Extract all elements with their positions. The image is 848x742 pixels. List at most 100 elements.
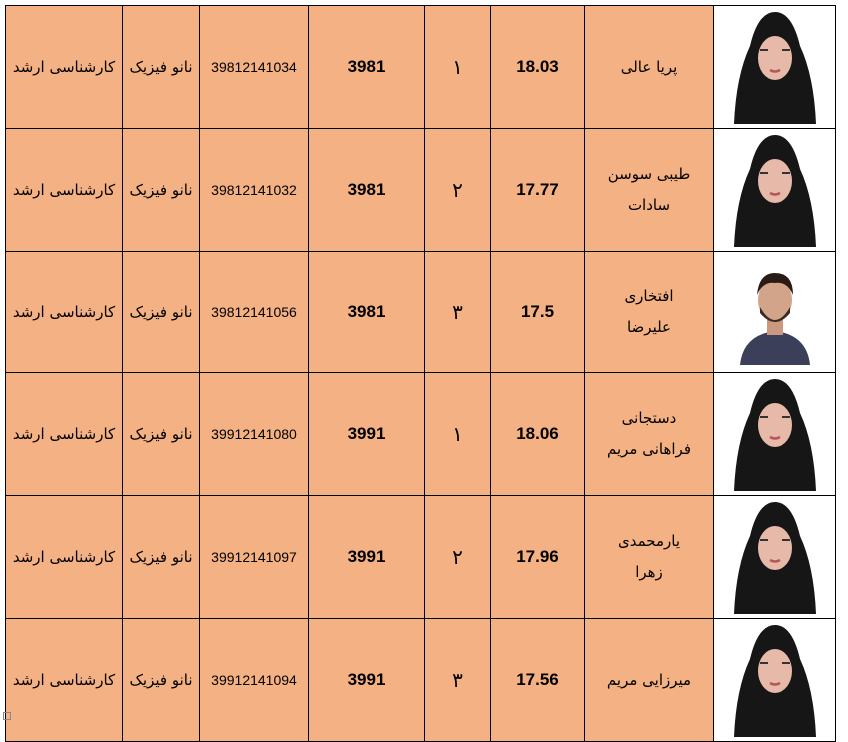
student-id-cell: 39912141080 — [199, 372, 309, 496]
student-id: 39912141080 — [211, 426, 297, 442]
degree: کارشناسی ارشد — [12, 302, 116, 321]
entry-year-cell: 3991 — [308, 618, 425, 742]
rank-cell: ۱ — [424, 5, 491, 129]
rank: ۱ — [452, 55, 463, 79]
student-id: 39812141034 — [211, 59, 297, 75]
student-id: 39812141056 — [211, 304, 297, 320]
student-id: 39812141032 — [211, 182, 297, 198]
score: 18.03 — [516, 57, 559, 76]
student-id: 39912141094 — [211, 672, 297, 688]
score: 17.96 — [516, 547, 559, 566]
entry-year: 3981 — [347, 57, 386, 76]
photo-cell — [713, 495, 836, 619]
table-row: کارشناسی ارشد نانو فیزیک 39912141080 3991 ۱ 1… — [5, 372, 836, 496]
student-name: یارمحمدی زهرا — [618, 532, 680, 581]
field-cell: نانو فیزیک — [122, 372, 200, 496]
entry-year-cell: 3991 — [308, 372, 425, 496]
student-name: طیبی سوسن سادات — [607, 165, 691, 214]
score-cell: 17.96 — [490, 495, 585, 619]
degree: کارشناسی ارشد — [12, 547, 116, 566]
degree: کارشناسی ارشد — [12, 180, 116, 199]
paragraph-mark — [3, 712, 11, 720]
entry-year: 3991 — [347, 670, 386, 689]
student-name: دستجانی فراهانی مریم — [606, 409, 691, 458]
field: نانو فیزیک — [129, 547, 193, 566]
student-id-cell: 39812141034 — [199, 5, 309, 129]
entry-year: 3981 — [347, 180, 386, 199]
rank-cell: ۲ — [424, 495, 491, 619]
name-cell: میرزایی مریم — [584, 618, 714, 742]
photo-cell — [713, 128, 836, 252]
student-id-cell: 39812141032 — [199, 128, 309, 252]
table-row: کارشناسی ارشد نانو فیزیک 39912141094 3991 ۳ 1… — [5, 618, 836, 742]
score-cell: 17.77 — [490, 128, 585, 252]
degree-cell: کارشناسی ارشد — [5, 128, 123, 252]
student-name: پریا عالی — [620, 57, 678, 76]
rank-cell: ۳ — [424, 618, 491, 742]
score: 17.5 — [520, 302, 555, 321]
entry-year-cell: 3981 — [308, 5, 425, 129]
degree: کارشناسی ارشد — [12, 670, 116, 689]
student-name: میرزایی مریم — [606, 670, 692, 689]
student-id-cell: 39912141097 — [199, 495, 309, 619]
name-cell: پریا عالی — [584, 5, 714, 129]
female-portrait-photo — [729, 129, 820, 251]
entry-year: 3991 — [347, 424, 386, 443]
degree: کارشناسی ارشد — [12, 424, 116, 443]
rank: ۱ — [452, 422, 463, 446]
name-cell: طیبی سوسن سادات — [584, 128, 714, 252]
entry-year-cell: 3981 — [308, 251, 425, 373]
score: 17.56 — [516, 670, 559, 689]
rank: ۲ — [452, 178, 463, 202]
rank: ۲ — [452, 545, 463, 569]
name-cell: یارمحمدی زهرا — [584, 495, 714, 619]
entry-year: 3981 — [347, 302, 386, 321]
table-row: کارشناسی ارشد نانو فیزیک 39812141032 3981 ۲ 1… — [5, 128, 836, 252]
degree-cell: کارشناسی ارشد — [5, 5, 123, 129]
entry-year-cell: 3991 — [308, 495, 425, 619]
photo-cell — [713, 5, 836, 129]
degree-cell: کارشناسی ارشد — [5, 251, 123, 373]
field: نانو فیزیک — [129, 670, 193, 689]
table-row: کارشناسی ارشد نانو فیزیک 39812141034 3981 ۱ 1… — [5, 5, 836, 129]
entry-year-cell: 3981 — [308, 128, 425, 252]
top-students-table: کارشناسی ارشد نانو فیزیک 39812141034 3981 ۱ 1… — [5, 5, 836, 742]
degree-cell: کارشناسی ارشد — [5, 618, 123, 742]
rank-cell: ۲ — [424, 128, 491, 252]
name-cell: دستجانی فراهانی مریم — [584, 372, 714, 496]
score-cell: 18.03 — [490, 5, 585, 129]
photo-cell — [713, 618, 836, 742]
field: نانو فیزیک — [129, 57, 193, 76]
student-id-cell: 39812141056 — [199, 251, 309, 373]
score: 18.06 — [516, 424, 559, 443]
score-cell: 17.5 — [490, 251, 585, 373]
female-portrait-photo — [729, 619, 820, 741]
field-cell: نانو فیزیک — [122, 618, 200, 742]
female-portrait-photo — [729, 496, 820, 618]
field: نانو فیزیک — [129, 302, 193, 321]
rank: ۳ — [452, 668, 463, 692]
student-name: افتخاری علیرضا — [624, 287, 674, 336]
score: 17.77 — [516, 180, 559, 199]
degree-cell: کارشناسی ارشد — [5, 372, 123, 496]
degree: کارشناسی ارشد — [12, 57, 116, 76]
entry-year: 3991 — [347, 547, 386, 566]
rank: ۳ — [452, 300, 463, 324]
field: نانو فیزیک — [129, 424, 193, 443]
name-cell: افتخاری علیرضا — [584, 251, 714, 373]
female-portrait-photo — [729, 6, 820, 128]
rank-cell: ۱ — [424, 372, 491, 496]
score-cell: 18.06 — [490, 372, 585, 496]
female-portrait-photo — [729, 373, 820, 495]
male-portrait-photo — [734, 255, 815, 369]
student-id-cell: 39912141094 — [199, 618, 309, 742]
student-id: 39912141097 — [211, 549, 297, 565]
rank-cell: ۳ — [424, 251, 491, 373]
score-cell: 17.56 — [490, 618, 585, 742]
field-cell: نانو فیزیک — [122, 495, 200, 619]
field-cell: نانو فیزیک — [122, 128, 200, 252]
degree-cell: کارشناسی ارشد — [5, 495, 123, 619]
field-cell: نانو فیزیک — [122, 251, 200, 373]
field-cell: نانو فیزیک — [122, 5, 200, 129]
table-row: کارشناسی ارشد نانو فیزیک 39812141056 3981 ۳ 1… — [5, 251, 836, 373]
